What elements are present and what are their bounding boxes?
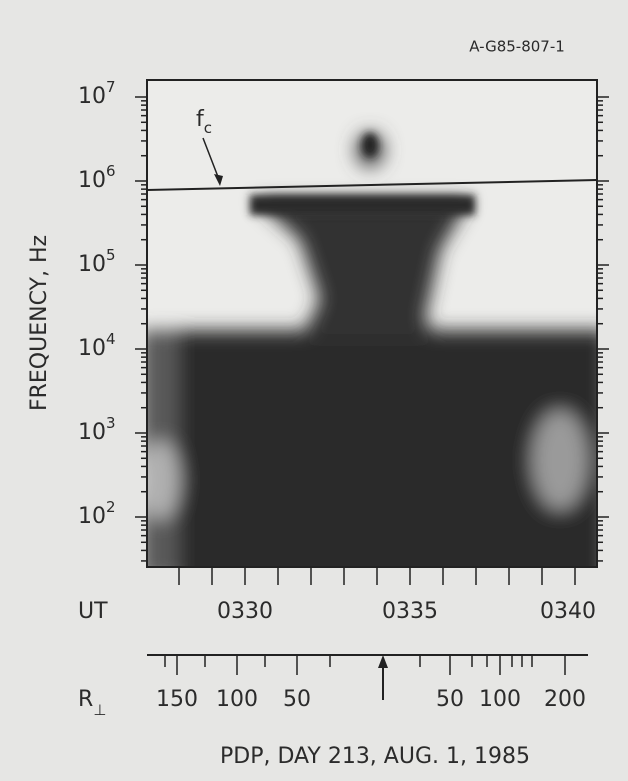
fc-line: [146, 179, 598, 191]
ut-label: UT: [78, 599, 108, 624]
r-tick-label: 150: [156, 687, 198, 712]
caption: PDP, DAY 213, AUG. 1, 1985: [220, 744, 530, 769]
ut-tick-label: 0330: [217, 599, 273, 624]
y-tick-label: 105: [78, 246, 116, 278]
r-label: R⊥: [78, 687, 106, 719]
y-tick-label: 107: [78, 78, 116, 110]
r-tick-label: 50: [283, 687, 311, 712]
y-tick-label: 106: [78, 162, 116, 194]
spectrogram: [147, 80, 597, 567]
x-ticks: 0330 0335 0340 150 100 50 50 100 200: [156, 567, 596, 712]
fc-annotation: fc: [196, 107, 212, 137]
r-tick-label: 200: [544, 687, 586, 712]
fc-arrowhead: [214, 174, 223, 186]
y-tick-label: 104: [78, 330, 116, 362]
y-ticks: 107 106 105 104 103 102: [78, 78, 609, 562]
fc-arrow: [202, 137, 221, 183]
figure-id: A-G85-807-1: [469, 38, 565, 56]
ut-tick-label: 0335: [382, 599, 438, 624]
arrowhead: [378, 655, 388, 668]
y-axis-label: FREQUENCY, Hz: [27, 235, 52, 411]
r-tick-label: 100: [216, 687, 258, 712]
r-tick-label: 50: [436, 687, 464, 712]
y-tick-label: 103: [78, 414, 116, 446]
y-tick-label: 102: [78, 498, 116, 530]
r-tick-label: 100: [479, 687, 521, 712]
ut-tick-label: 0340: [540, 599, 596, 624]
